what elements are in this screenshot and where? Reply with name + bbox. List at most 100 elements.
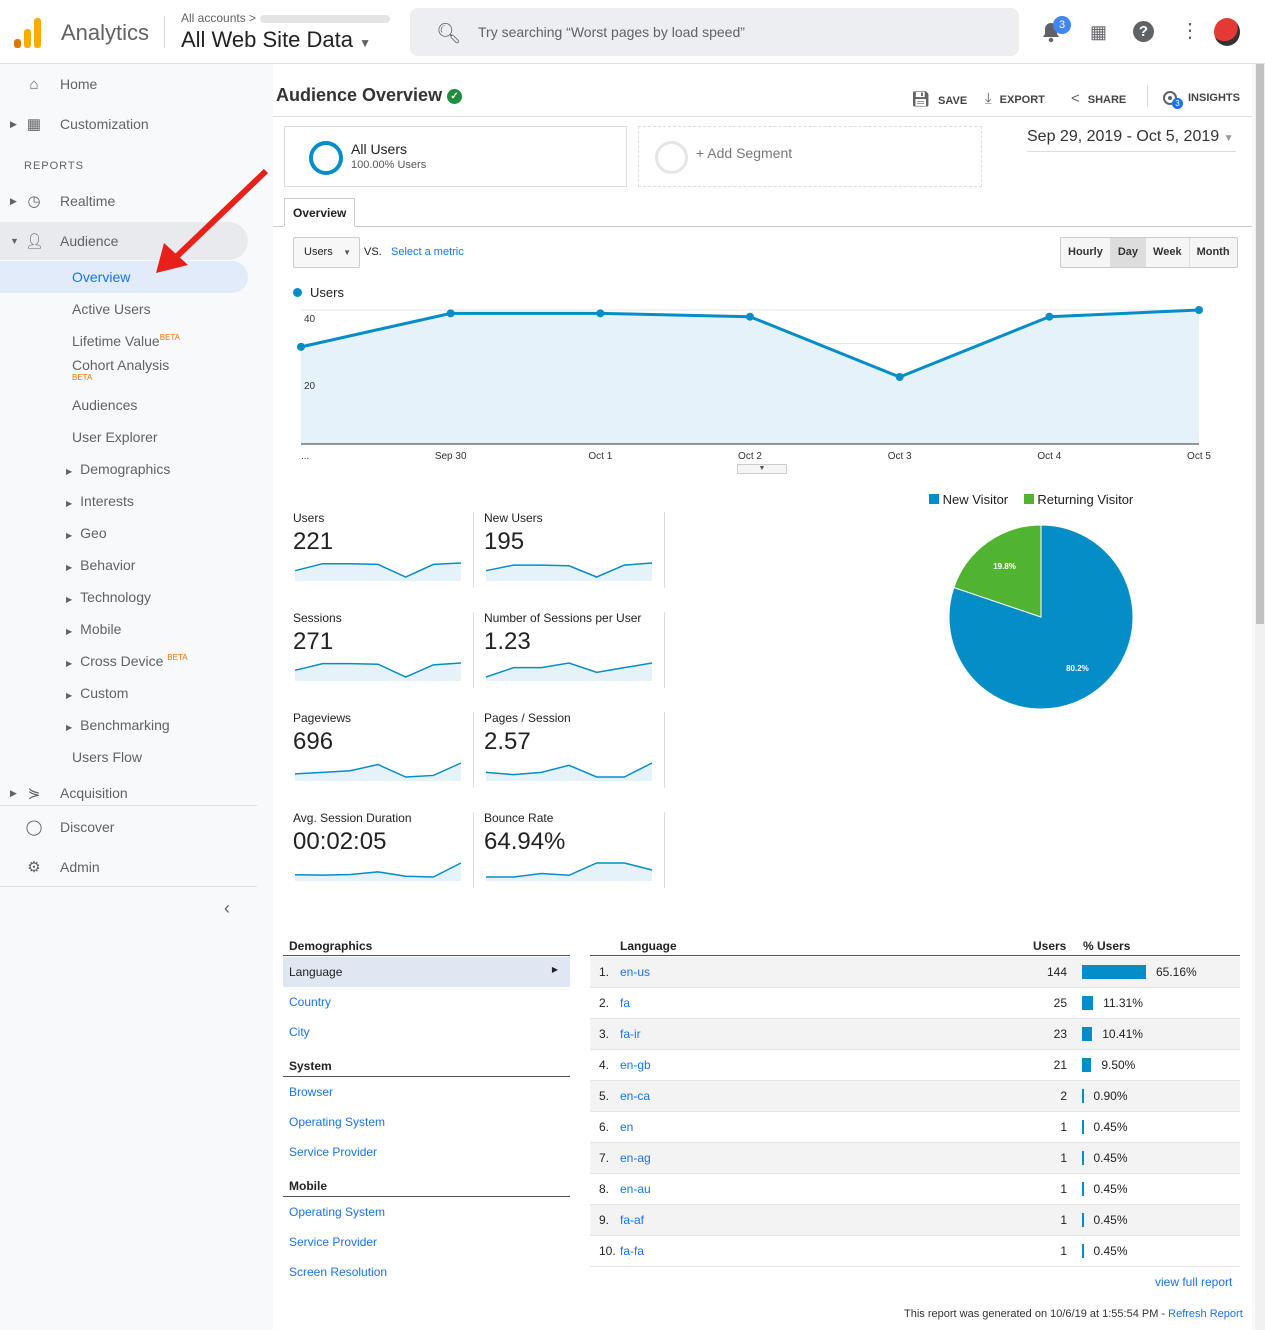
data-point[interactable] (1195, 306, 1203, 314)
nav-mobile-operating-system[interactable]: Operating System (289, 1205, 386, 1219)
sidebar-item-geo[interactable]: ▶ Geo (66, 525, 107, 541)
data-point[interactable] (1045, 312, 1054, 321)
data-point[interactable] (446, 309, 455, 318)
language-link[interactable]: en-gb (620, 1058, 651, 1072)
pie-slice-new[interactable] (948, 524, 1134, 710)
tab-overview[interactable]: Overview (284, 198, 356, 227)
sidebar-item-customization[interactable]: ▶ ▦ Customization (0, 107, 248, 141)
language-link[interactable]: fa-af (620, 1213, 645, 1227)
area-fill (301, 310, 1199, 444)
language-link[interactable]: fa-ir (620, 1027, 641, 1041)
caret-right-icon: ▶ (10, 118, 17, 129)
metric-label: Users (293, 511, 325, 525)
day-button[interactable]: Day (1109, 238, 1146, 267)
divider (164, 16, 165, 48)
red-arrow-annotation (156, 168, 269, 273)
sidebar-item-interests[interactable]: ▶ Interests (66, 493, 134, 509)
segment-all-users[interactable]: All Users 100.00% Users (284, 126, 627, 187)
week-button[interactable]: Week (1145, 238, 1189, 267)
sidebar-item-benchmarking[interactable]: ▶ Benchmarking (66, 717, 170, 733)
divider (283, 1076, 570, 1077)
users-value: 144 (1046, 965, 1067, 979)
sidebar-item-discover[interactable]: ◯ Discover (0, 810, 248, 844)
label: SHARE (1087, 94, 1127, 106)
row-index: 4. (599, 1058, 610, 1072)
scrollbar-thumb[interactable] (1256, 64, 1264, 624)
select-metric-link[interactable]: Select a metric (391, 246, 464, 258)
nav-browser[interactable]: Browser (289, 1085, 334, 1099)
nav-service-provider[interactable]: Service Provider (289, 1145, 378, 1159)
sidebar-item-cross-device[interactable]: ▶ Cross Device BETA (66, 653, 188, 669)
sidebar-item-home[interactable]: ⌂ Home (0, 67, 248, 101)
apps-grid-icon[interactable]: ▦ (1090, 22, 1108, 42)
clock-icon: ◷ (27, 193, 41, 210)
metric-select[interactable]: Users ▼ (293, 237, 360, 268)
analytics-logo[interactable] (14, 16, 44, 48)
sidebar-item-demographics[interactable]: ▶ Demographics (66, 461, 170, 477)
language-link[interactable]: en-ag (620, 1151, 651, 1165)
row-index: 3. (599, 1027, 610, 1041)
data-point[interactable] (596, 309, 605, 318)
sidebar-item-active-users[interactable]: Active Users (72, 301, 151, 317)
metric-users: Users 221 (293, 511, 473, 581)
table-row: 9. fa-af 1 0.45% (590, 1205, 1240, 1236)
sidebar-item-behavior[interactable]: ▶ Behavior (66, 557, 135, 573)
metric-divider (473, 812, 474, 888)
date-range-picker[interactable]: Sep 29, 2019 - Oct 5, 2019 ▼ (1027, 128, 1236, 152)
sidebar-item-cohort-analysis[interactable]: Cohort Analysis BETA (72, 357, 169, 383)
account-breadcrumb[interactable]: All accounts > (181, 11, 391, 25)
sidebar-item-realtime[interactable]: ▶ ◷ Realtime (0, 184, 248, 218)
data-point[interactable] (746, 312, 754, 321)
nav-language[interactable]: Language ▶ (283, 957, 570, 987)
share-button[interactable]: < SHARE (1071, 90, 1126, 107)
chart-expand-handle[interactable]: ▼ (737, 464, 787, 474)
nav-country[interactable]: Country (289, 995, 332, 1009)
nav-city[interactable]: City (289, 1025, 310, 1039)
pct-value: 9.50% (1101, 1058, 1136, 1072)
data-point[interactable] (895, 373, 904, 381)
save-button[interactable]: 💾︎ SAVE (911, 90, 967, 108)
hourly-button[interactable]: Hourly (1068, 246, 1103, 258)
language-link[interactable]: en-us (620, 965, 651, 979)
sidebar-item-technology[interactable]: ▶ Technology (66, 589, 151, 605)
nav-screen-resolution[interactable]: Screen Resolution (289, 1265, 388, 1279)
pie-slice-returning[interactable] (953, 524, 1042, 618)
help-icon[interactable]: ? (1133, 21, 1154, 42)
sidebar-item-overview[interactable]: Overview (0, 261, 248, 293)
search-box[interactable]: 🔍︎ Try searching “Worst pages by load spe… (410, 8, 1019, 56)
metric-divider (664, 612, 665, 688)
sidebar-item-user-explorer[interactable]: User Explorer (72, 429, 158, 445)
sidebar-item-acquisition[interactable]: ▶ ⋟ Acquisition (0, 776, 248, 810)
home-icon: ⌂ (29, 75, 39, 93)
export-button[interactable]: ⤓ EXPORT (985, 90, 1045, 107)
sidebar-item-custom[interactable]: ▶ Custom (66, 685, 128, 701)
sidebar-item-lifetime-value[interactable]: Lifetime ValueBETA (72, 333, 180, 349)
more-vert-icon[interactable]: ⋮ (1180, 20, 1200, 42)
nav-mobile-service-provider[interactable]: Service Provider (289, 1235, 378, 1249)
metric-pageviews: Pageviews 696 (293, 711, 473, 781)
metric-sessions: Sessions 271 (293, 611, 473, 681)
nav-operating-system[interactable]: Operating System (289, 1115, 386, 1129)
language-link[interactable]: en (620, 1120, 634, 1134)
collapse-sidebar-icon[interactable]: ‹ (224, 898, 230, 918)
sidebar-item-audiences[interactable]: Audiences (72, 397, 138, 413)
add-segment-button[interactable]: + Add Segment (638, 126, 982, 187)
sidebar-item-users-flow[interactable]: Users Flow (72, 749, 143, 765)
language-link[interactable]: fa (620, 996, 631, 1010)
property-selector[interactable]: All Web Site Data ▼ (181, 27, 371, 53)
label: Demographics (80, 461, 171, 477)
sidebar-item-mobile[interactable]: ▶ Mobile (66, 621, 121, 637)
language-link[interactable]: en-au (620, 1182, 651, 1196)
sidebar-item-admin[interactable]: ⚙ Admin (0, 850, 248, 884)
caret-right-icon: ▶ (66, 691, 73, 700)
language-link[interactable]: fa-fa (620, 1244, 645, 1258)
avatar[interactable] (1214, 18, 1240, 46)
users-value: 1 (1060, 1244, 1067, 1258)
data-point[interactable] (297, 342, 305, 351)
month-button[interactable]: Month (1188, 238, 1237, 267)
table-row: 8. en-au 1 0.45% (590, 1174, 1240, 1205)
scrollbar[interactable] (1255, 64, 1265, 1330)
view-full-report-link[interactable]: view full report (1155, 1275, 1233, 1289)
refresh-report-link[interactable]: Refresh Report (1168, 1308, 1243, 1320)
language-link[interactable]: en-ca (620, 1089, 651, 1103)
